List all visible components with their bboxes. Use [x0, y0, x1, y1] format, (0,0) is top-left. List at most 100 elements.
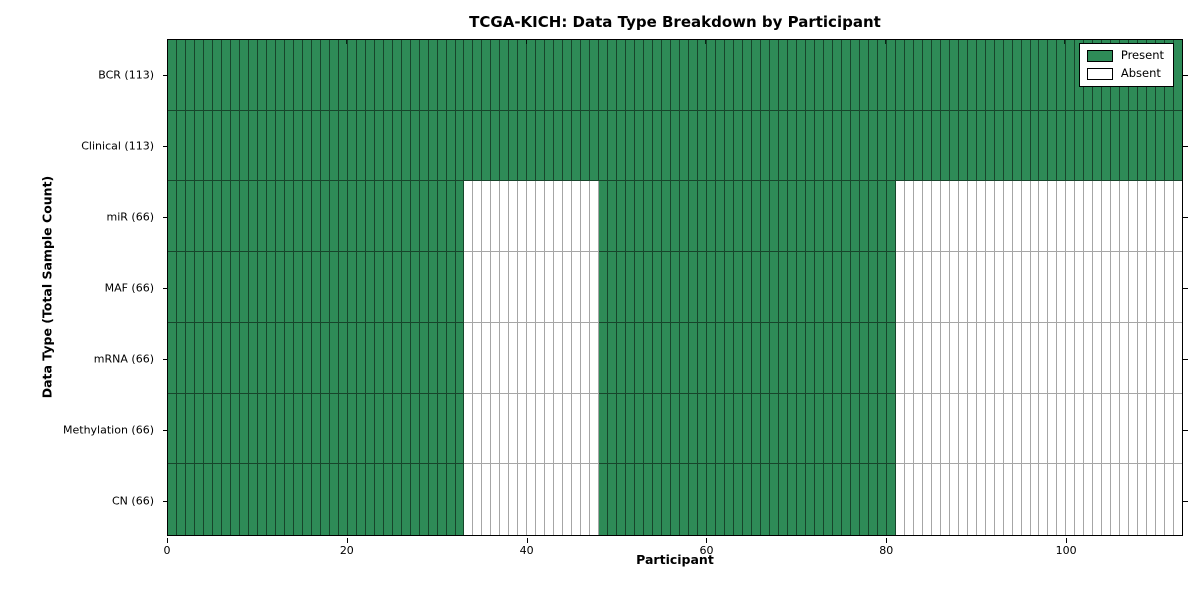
cell-present [698, 393, 708, 465]
cell-present [1120, 110, 1130, 182]
cell-present [814, 40, 824, 111]
cell-present [662, 181, 672, 253]
cell-present [437, 181, 447, 253]
x-tick-mark-top [884, 40, 886, 44]
cell-present [536, 40, 546, 111]
cell-present [230, 40, 240, 111]
cell-present [671, 110, 681, 182]
cell-absent [1174, 322, 1183, 394]
cell-present [203, 322, 213, 394]
cell-present [895, 40, 905, 111]
cell-present [419, 322, 429, 394]
cell-present [410, 393, 420, 465]
cell-present [428, 110, 438, 182]
cell-present [599, 181, 609, 253]
cell-absent [994, 393, 1004, 465]
cell-absent [590, 252, 600, 323]
cell-absent [931, 464, 941, 535]
cell-absent [1174, 393, 1183, 465]
cell-absent [922, 322, 932, 394]
cell-present [185, 181, 195, 253]
cell-absent [1129, 252, 1139, 323]
y-tick-mark [162, 145, 167, 147]
cell-present [967, 110, 977, 182]
cell-absent [473, 181, 483, 253]
cell-absent [1147, 464, 1157, 535]
cell-present [626, 252, 636, 323]
cell-present [257, 464, 267, 535]
cell-present [814, 110, 824, 182]
cell-absent [994, 322, 1004, 394]
y-tick-mark [162, 429, 167, 431]
cell-present [257, 40, 267, 111]
cell-absent [1048, 393, 1058, 465]
cell-present [617, 322, 627, 394]
cell-present [769, 181, 779, 253]
cell-present [805, 322, 815, 394]
cell-absent [509, 464, 519, 535]
cell-present [554, 110, 564, 182]
cell-present [778, 181, 788, 253]
cell-present [338, 464, 348, 535]
cell-absent [958, 393, 968, 465]
cell-present [725, 40, 735, 111]
cell-present [877, 393, 887, 465]
cell-absent [1075, 252, 1085, 323]
cell-present [221, 110, 231, 182]
cell-absent [545, 252, 555, 323]
cell-present [751, 252, 761, 323]
cell-present [320, 181, 330, 253]
legend-item-present: Present [1086, 49, 1164, 62]
cell-present [1102, 110, 1112, 182]
x-tick-mark [526, 537, 528, 543]
cell-present [680, 464, 690, 535]
heatmap-row-methylation [168, 393, 1183, 465]
cell-present [302, 393, 312, 465]
cell-absent [904, 181, 914, 253]
cell-present [347, 464, 357, 535]
cell-absent [913, 322, 923, 394]
cell-present [680, 393, 690, 465]
cell-present [311, 393, 321, 465]
cell-present [275, 322, 285, 394]
cell-present [266, 464, 276, 535]
cell-present [311, 40, 321, 111]
cell-present [338, 40, 348, 111]
cell-absent [590, 464, 600, 535]
cell-absent [958, 252, 968, 323]
cell-absent [994, 181, 1004, 253]
cell-absent [940, 181, 950, 253]
cell-present [1084, 110, 1094, 182]
cell-present [1057, 110, 1067, 182]
cell-present [671, 252, 681, 323]
cell-present [760, 40, 770, 111]
cell-present [689, 322, 699, 394]
cell-present [509, 110, 519, 182]
y-tick-mark [162, 358, 167, 360]
cell-present [877, 464, 887, 535]
cell-present [850, 181, 860, 253]
cell-present [500, 110, 510, 182]
cell-present [617, 393, 627, 465]
cell-present [1129, 110, 1139, 182]
cell-present [904, 40, 914, 111]
cell-present [778, 40, 788, 111]
cell-present [221, 40, 231, 111]
cell-absent [922, 393, 932, 465]
cell-absent [1021, 181, 1031, 253]
cell-absent [536, 252, 546, 323]
cell-present [356, 40, 366, 111]
cell-present [1030, 40, 1040, 111]
cell-present [293, 464, 303, 535]
cell-absent [518, 322, 528, 394]
cell-absent [563, 252, 573, 323]
cell-present [419, 181, 429, 253]
cell-absent [518, 464, 528, 535]
cell-present [401, 464, 411, 535]
cell-absent [1012, 393, 1022, 465]
cell-present [176, 181, 186, 253]
cell-present [257, 252, 267, 323]
x-tick-mark-top [346, 40, 348, 44]
cell-present [662, 464, 672, 535]
cell-present [734, 322, 743, 394]
